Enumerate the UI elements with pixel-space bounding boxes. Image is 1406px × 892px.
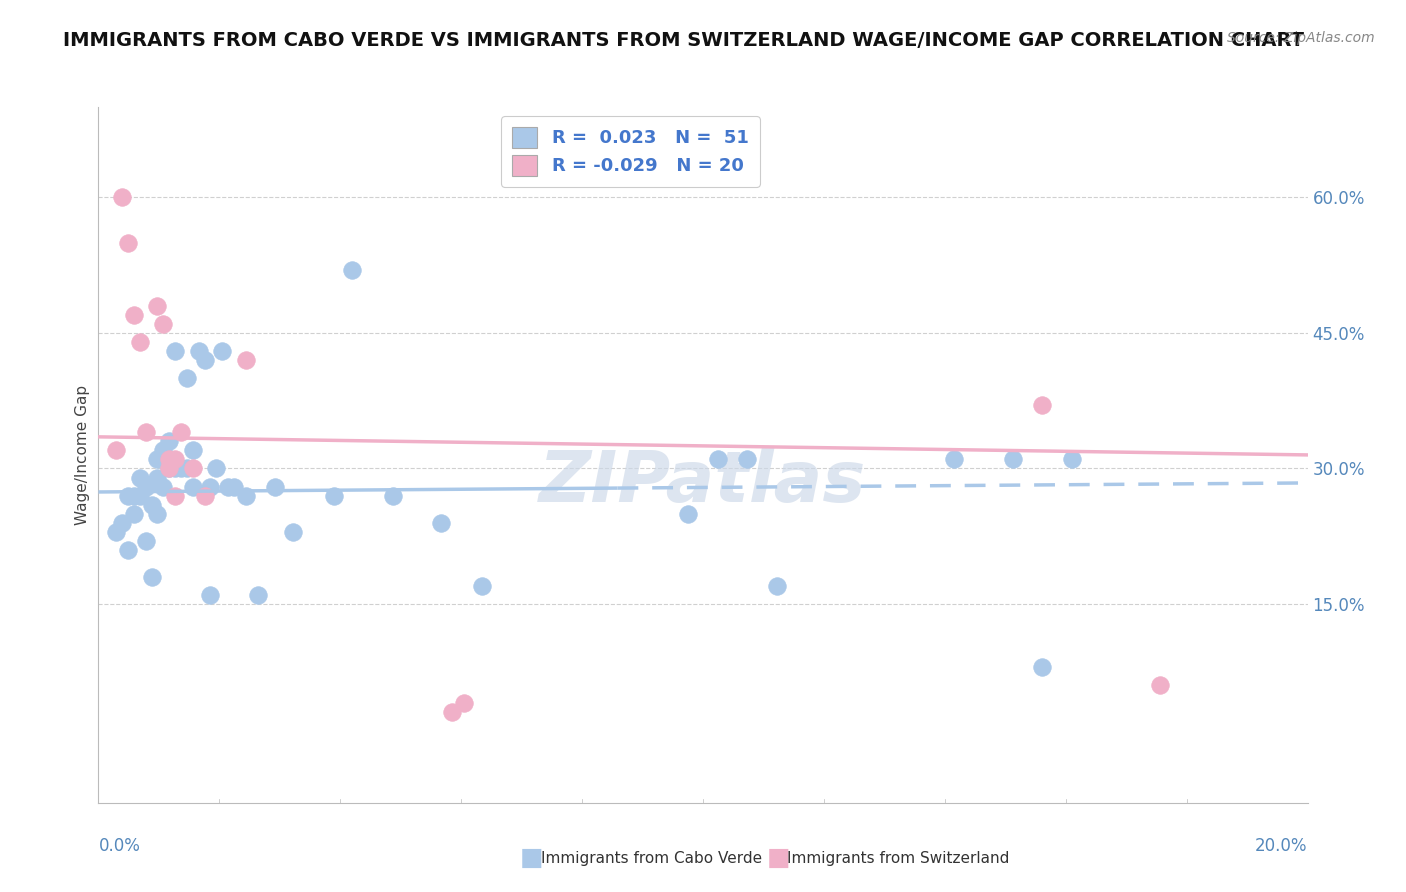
- Point: [117, 489, 139, 503]
- Legend: R =  0.023   N =  51, R = -0.029   N = 20: R = 0.023 N = 51, R = -0.029 N = 20: [502, 116, 759, 186]
- Point: [105, 524, 128, 539]
- Point: [141, 570, 163, 584]
- Point: [1031, 660, 1053, 674]
- Point: [170, 461, 193, 475]
- Point: [165, 489, 187, 503]
- Point: [128, 470, 150, 484]
- Point: [194, 353, 217, 368]
- Y-axis label: Wage/Income Gap: Wage/Income Gap: [75, 384, 90, 525]
- Point: [157, 461, 180, 475]
- Point: [471, 579, 494, 593]
- Point: [181, 443, 204, 458]
- Point: [382, 489, 405, 503]
- Point: [942, 452, 965, 467]
- Point: [235, 353, 257, 368]
- Point: [165, 461, 187, 475]
- Point: [200, 588, 222, 602]
- Point: [141, 498, 163, 512]
- Point: [146, 470, 169, 484]
- Point: [146, 299, 169, 313]
- Point: [165, 344, 187, 359]
- Point: [200, 479, 222, 493]
- Point: [235, 489, 257, 503]
- Point: [152, 317, 174, 331]
- Point: [128, 489, 150, 503]
- Point: [194, 489, 217, 503]
- Point: [211, 344, 233, 359]
- Point: [111, 190, 134, 204]
- Text: Immigrants from Switzerland: Immigrants from Switzerland: [787, 851, 1010, 865]
- Text: ZIPatlas: ZIPatlas: [540, 449, 866, 517]
- Point: [281, 524, 304, 539]
- Point: [105, 443, 128, 458]
- Point: [135, 533, 157, 548]
- Point: [157, 434, 180, 449]
- Point: [135, 479, 157, 493]
- Text: ■: ■: [520, 847, 544, 870]
- Point: [111, 516, 134, 530]
- Point: [222, 479, 245, 493]
- Point: [128, 334, 150, 349]
- Point: [765, 579, 787, 593]
- Text: Source: ZipAtlas.com: Source: ZipAtlas.com: [1227, 31, 1375, 45]
- Point: [117, 542, 139, 557]
- Point: [146, 452, 169, 467]
- Point: [181, 479, 204, 493]
- Point: [152, 479, 174, 493]
- Point: [117, 235, 139, 250]
- Point: [246, 588, 269, 602]
- Point: [217, 479, 239, 493]
- Point: [678, 507, 700, 521]
- Point: [429, 516, 451, 530]
- Point: [323, 489, 346, 503]
- Point: [340, 262, 363, 277]
- Text: IMMIGRANTS FROM CABO VERDE VS IMMIGRANTS FROM SWITZERLAND WAGE/INCOME GAP CORREL: IMMIGRANTS FROM CABO VERDE VS IMMIGRANTS…: [63, 31, 1305, 50]
- Text: 20.0%: 20.0%: [1256, 837, 1308, 855]
- Point: [146, 507, 169, 521]
- Point: [441, 706, 464, 720]
- Point: [176, 371, 198, 385]
- Point: [165, 452, 187, 467]
- Text: 0.0%: 0.0%: [98, 837, 141, 855]
- Point: [1149, 678, 1171, 692]
- Point: [170, 425, 193, 440]
- Point: [122, 489, 145, 503]
- Point: [706, 452, 728, 467]
- Point: [157, 452, 180, 467]
- Point: [157, 461, 180, 475]
- Point: [264, 479, 287, 493]
- Point: [152, 443, 174, 458]
- Point: [176, 461, 198, 475]
- Point: [135, 425, 157, 440]
- Point: [453, 697, 475, 711]
- Text: Immigrants from Cabo Verde: Immigrants from Cabo Verde: [541, 851, 762, 865]
- Point: [122, 308, 145, 322]
- Point: [1001, 452, 1024, 467]
- Text: ■: ■: [766, 847, 790, 870]
- Point: [735, 452, 758, 467]
- Point: [187, 344, 209, 359]
- Point: [181, 461, 204, 475]
- Point: [1060, 452, 1083, 467]
- Point: [122, 507, 145, 521]
- Point: [205, 461, 228, 475]
- Point: [1031, 398, 1053, 412]
